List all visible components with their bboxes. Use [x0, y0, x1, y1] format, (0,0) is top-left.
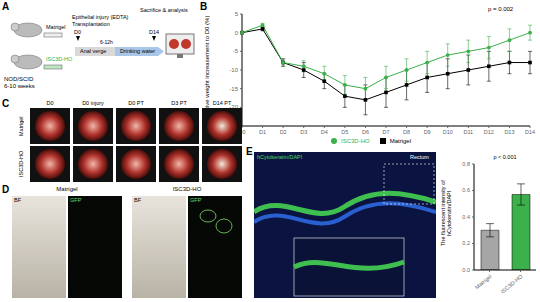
html-text:E: E: [246, 146, 253, 157]
html-text:D14: D14: [149, 29, 160, 35]
html-text:D0: D0: [46, 100, 54, 106]
html-text:ISC3D-HO: ISC3D-HO: [18, 150, 24, 178]
html-text:C: C: [2, 98, 10, 109]
html-text:GFP: GFP: [70, 197, 82, 203]
svg-text:D8: D8: [403, 129, 410, 135]
html-text:NOD/SCID: NOD/SCID: [4, 76, 34, 82]
svg-text:D13: D13: [504, 129, 514, 135]
html-text:D: D: [2, 184, 10, 195]
html-text:Matrigel: Matrigel: [56, 186, 78, 192]
html-text:A: A: [2, 1, 10, 12]
html-text:6-12h: 6-12h: [100, 39, 113, 45]
svg-text:D9: D9: [424, 129, 431, 135]
svg-text:-5: -5: [233, 48, 239, 54]
svg-text:-15: -15: [229, 86, 238, 92]
svg-text:D11: D11: [463, 129, 473, 135]
html-text:Relative weight increasement t: Relative weight increasement to D0 (%): [204, 15, 210, 121]
svg-text:D0: D0: [238, 128, 246, 135]
html-text:The fluorescent intensity of h: The fluorescent intensity of hCytokerati…: [440, 180, 452, 246]
html-text:D0 injury: D0 injury: [82, 100, 104, 106]
svg-text:0.0: 0.0: [462, 267, 470, 273]
html-text:Anal verge: Anal verge: [80, 48, 107, 54]
html-text:Transplantation: Transplantation: [72, 21, 110, 27]
html-text:D14 PT: D14 PT: [212, 100, 232, 106]
html-text:p < 0.001: p < 0.001: [493, 154, 517, 160]
svg-text:D2: D2: [280, 129, 287, 135]
svg-text:0.6: 0.6: [462, 187, 470, 193]
html-text:ISC3D-HO: ISC3D-HO: [46, 56, 73, 62]
html-text:6-10 weeks: 6-10 weeks: [4, 83, 35, 90]
svg-text:D1: D1: [259, 129, 266, 135]
html-text:GFP: GFP: [190, 197, 202, 203]
html-text:Epithelial injury (EDTA): Epithelial injury (EDTA): [72, 14, 129, 20]
html-text:D0: D0: [74, 29, 81, 35]
svg-text:D3: D3: [300, 129, 307, 135]
html-text:Matrigel: Matrigel: [18, 116, 24, 136]
html-text:hCytokeratin/DAPI: hCytokeratin/DAPI: [257, 154, 303, 160]
svg-text:D12: D12: [484, 129, 494, 135]
svg-text:Matrigel: Matrigel: [474, 273, 493, 290]
svg-text:D5: D5: [341, 129, 348, 135]
svg-text:0.8: 0.8: [462, 161, 470, 167]
svg-text:0.2: 0.2: [462, 240, 470, 246]
svg-text:ISC3D-HO: ISC3D-HO: [500, 273, 525, 295]
svg-text:5: 5: [235, 11, 239, 17]
html-text:p = 0.002: p = 0.002: [488, 6, 514, 12]
svg-text:D14: D14: [525, 129, 532, 135]
html-text:Rectum: Rectum: [410, 154, 429, 160]
html-text:Matrigel: Matrigel: [46, 24, 66, 30]
svg-text:D4: D4: [321, 129, 328, 135]
svg-text:D10: D10: [443, 129, 453, 135]
svg-text:D6: D6: [362, 129, 369, 135]
html-text:BF: BF: [14, 197, 21, 203]
html-text:D0 PT: D0 PT: [128, 100, 144, 106]
html-text:BF: BF: [134, 197, 141, 203]
html-text:B: B: [200, 1, 208, 12]
html-text:Matrigel: Matrigel: [389, 138, 411, 144]
html-text:ISC3D-HO: ISC3D-HO: [172, 186, 202, 192]
svg-text:0: 0: [235, 30, 239, 36]
html-text:D3 PT: D3 PT: [171, 100, 187, 106]
html-text:Drinking water: Drinking water: [120, 48, 156, 54]
svg-text:-10: -10: [229, 67, 238, 73]
svg-text:0.4: 0.4: [462, 214, 470, 220]
html-text:ISC3D-HO: ISC3D-HO: [341, 138, 370, 144]
html-text:Sacrifice & analysis: Sacrifice & analysis: [140, 7, 188, 13]
svg-text:D7: D7: [382, 129, 389, 135]
